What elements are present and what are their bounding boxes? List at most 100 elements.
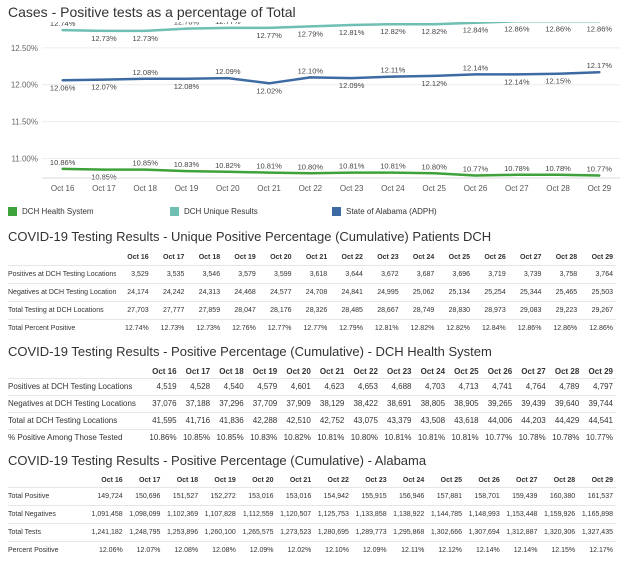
data-label: 12.08% xyxy=(132,68,158,77)
table-cell: 24,841 xyxy=(341,288,363,296)
table-cell: 10.86% xyxy=(149,433,177,443)
table-cell: 12.82% xyxy=(410,324,435,332)
legend-swatch xyxy=(332,207,341,216)
column-header: Oct 21 xyxy=(319,366,345,376)
table-cell: 153,016 xyxy=(248,492,274,500)
table-cell: 1,320,306 xyxy=(543,528,576,536)
data-label: 12.14% xyxy=(504,77,530,86)
data-label: 12.10% xyxy=(298,66,324,75)
table-cell: 1,091,458 xyxy=(91,510,123,518)
x-tick-label: Oct 28 xyxy=(546,184,570,193)
table-cell: 38,422 xyxy=(353,399,378,408)
data-label: 12.15% xyxy=(545,77,571,86)
column-header: Oct 25 xyxy=(454,366,479,376)
data-point xyxy=(556,72,560,75)
data-point xyxy=(226,170,229,174)
table-cell: 4,601 xyxy=(290,382,311,391)
table-cell: 4,797 xyxy=(592,382,613,391)
table-cell: 1,148,993 xyxy=(468,510,500,518)
table-cell: 3,758 xyxy=(559,270,578,278)
row-label: % Positive Among Those Tested xyxy=(8,433,123,443)
table-cell: 12.82% xyxy=(446,324,471,332)
table-cell: 12.86% xyxy=(517,324,542,332)
column-header: Oct 27 xyxy=(521,366,546,376)
table-row: Total at DCH Testing Locations 41,595 41,7… xyxy=(8,412,616,429)
table-cell: 28,047 xyxy=(234,306,256,314)
table-cell: 1,280,695 xyxy=(317,528,349,536)
column-header: Oct 21 xyxy=(289,476,312,484)
table-cell: 3,618 xyxy=(309,270,328,278)
line-chart: 12.74% 12.73% 12.73% 12.76% 12.77% 12.77% 12.7… xyxy=(11,22,620,193)
table-cell: 1,302,666 xyxy=(430,528,463,536)
table-cell: 3,579 xyxy=(238,270,256,278)
table-unique-dch: Oct 16 Oct 17 Oct 18 Oct 19 Oct 20 Oct 21 Oct … xyxy=(8,251,616,337)
data-point xyxy=(350,23,353,27)
column-header: Oct 23 xyxy=(387,366,412,376)
table-cell: 1,107,828 xyxy=(204,510,236,518)
data-point xyxy=(350,171,353,174)
y-tick-label: 11.50% xyxy=(11,118,38,127)
table-cell: 150,696 xyxy=(135,492,161,500)
legend-item-dch-health-system[interactable]: DCH Health System xyxy=(8,207,94,216)
table-cell: 42,288 xyxy=(252,416,278,425)
column-header: Oct 22 xyxy=(353,366,378,376)
table-cell: 12.08% xyxy=(212,546,236,554)
x-tick-label: Oct 16 xyxy=(51,184,75,193)
table-cell: 12.86% xyxy=(553,324,578,332)
table-cell: 27,777 xyxy=(162,306,185,314)
table-cell: 1,307,694 xyxy=(468,528,500,536)
table-row: Total Testing at DCH Locations 27,703 27,7… xyxy=(8,301,616,319)
data-label: 12.86% xyxy=(545,24,571,33)
table-cell: 12.10% xyxy=(325,546,349,554)
table-cell: 12.74% xyxy=(124,324,149,332)
table-cell: 44,541 xyxy=(588,416,613,425)
table-cell: 3,535 xyxy=(166,270,185,278)
table-cell: 12.08% xyxy=(174,546,199,554)
table-cell: 12.02% xyxy=(287,546,312,554)
header-corner xyxy=(8,474,88,487)
x-tick-label: Oct 23 xyxy=(340,184,364,193)
table-row: Negatives at DCH Testing Locations 37,076… xyxy=(8,395,616,412)
axis-layer: 11.00% 11.50% 12.00% 12.50% Oct 16 Oct 17 Oct … xyxy=(11,44,620,193)
table-cell: 3,529 xyxy=(131,270,149,278)
table-cell: 29,223 xyxy=(555,306,578,314)
table-cell: 158,701 xyxy=(474,492,500,500)
table-cell: 10.85% xyxy=(216,433,244,443)
column-header: Oct 24 xyxy=(420,366,446,376)
table-cell: 38,691 xyxy=(387,399,412,408)
y-tick-label: 12.50% xyxy=(11,44,38,53)
table-cell: 43,508 xyxy=(420,416,446,425)
table-cell: 37,709 xyxy=(252,399,278,408)
legend-item-dch-unique-results[interactable]: DCH Unique Results xyxy=(170,207,258,216)
table-cell: 25,134 xyxy=(448,288,471,296)
data-label: 10.81% xyxy=(339,162,365,171)
table-row: Negatives at DCH Testing Locations 24,174… xyxy=(8,283,616,301)
table-cell: 10.77% xyxy=(585,433,613,443)
table-cell: 1,159,926 xyxy=(543,510,576,518)
table-cell: 160,380 xyxy=(549,492,576,500)
legend-item-state-of-alabama[interactable]: State of Alabama (ADPH) xyxy=(332,207,437,216)
column-header: Oct 25 xyxy=(448,254,471,262)
data-label: 10.81% xyxy=(380,162,406,171)
data-label: 12.73% xyxy=(91,34,117,43)
data-label: 12.07% xyxy=(91,83,117,92)
column-header: Oct 28 xyxy=(553,476,576,484)
table-row: Positives at DCH Testing Locations 3,529 3… xyxy=(8,265,616,283)
table-cell: 12.76% xyxy=(232,324,256,332)
table-cell: 10.78% xyxy=(552,433,580,443)
table-cell: 39,744 xyxy=(588,399,613,408)
column-header: Oct 29 xyxy=(591,476,613,484)
row-label: Positives at DCH Testing Locations xyxy=(8,382,133,391)
column-header: Oct 24 xyxy=(412,254,435,262)
data-point xyxy=(226,26,229,30)
table-cell: 3,719 xyxy=(488,270,506,278)
table-title-alabama: COVID-19 Testing Results - Positive Perc… xyxy=(8,453,427,468)
table-cell: 157,881 xyxy=(436,492,463,500)
series-line xyxy=(62,167,600,177)
column-header: Oct 22 xyxy=(341,254,363,262)
column-header: Oct 17 xyxy=(185,366,211,376)
data-label: 12.77% xyxy=(256,31,282,40)
table-cell: 12.09% xyxy=(362,546,387,554)
table-cell: 44,203 xyxy=(521,416,546,425)
table-cell: 4,519 xyxy=(156,382,177,391)
